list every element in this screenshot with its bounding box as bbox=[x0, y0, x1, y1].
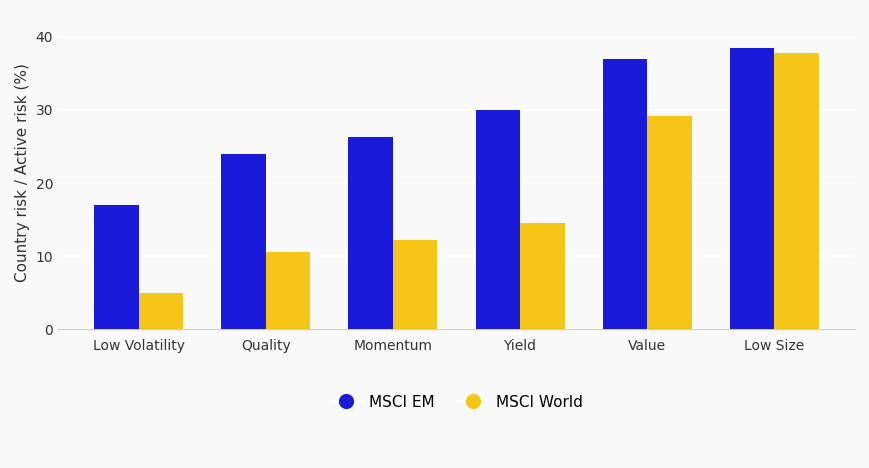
Bar bbox=[602, 59, 647, 329]
Bar bbox=[266, 252, 310, 329]
Bar bbox=[94, 205, 138, 329]
Bar bbox=[393, 240, 437, 329]
Bar bbox=[475, 110, 520, 329]
Bar bbox=[348, 137, 393, 329]
Bar bbox=[729, 48, 773, 329]
Legend: MSCI EM, MSCI World: MSCI EM, MSCI World bbox=[324, 388, 587, 416]
Bar bbox=[138, 292, 183, 329]
Y-axis label: Country risk / Active risk (%): Country risk / Active risk (%) bbox=[15, 63, 30, 282]
Bar bbox=[773, 53, 818, 329]
Bar bbox=[520, 223, 564, 329]
Bar bbox=[221, 154, 266, 329]
Bar bbox=[647, 116, 691, 329]
